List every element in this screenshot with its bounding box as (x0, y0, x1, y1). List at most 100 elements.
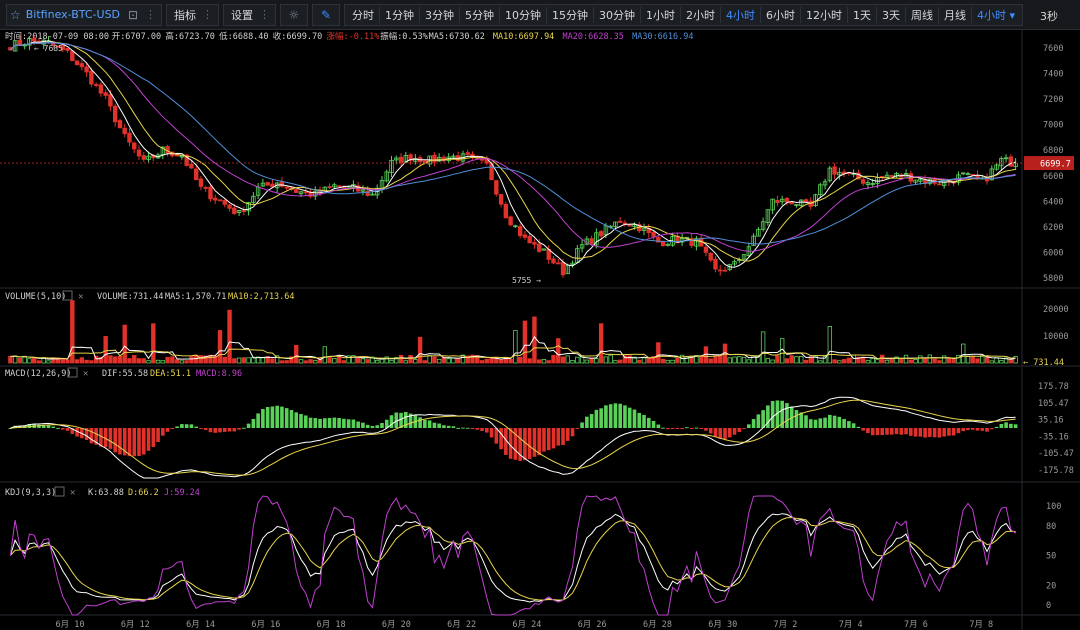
volume-bar (665, 359, 671, 364)
sun-icon[interactable]: ☼ (288, 7, 300, 22)
candle-body (279, 181, 285, 187)
more-dots-icon[interactable]: ⋮ (145, 8, 157, 21)
settings-icon (54, 486, 65, 497)
chart-canvas[interactable]: 时间:2018-07-09 08:00 开:6707.00 高:6723.70 低:6… (0, 30, 1080, 630)
interval-button[interactable]: 1天 (853, 8, 872, 22)
macd-bar (175, 426, 179, 428)
candle-body (179, 155, 185, 158)
interval-button[interactable]: 分时 (352, 8, 375, 22)
volume-bar (8, 356, 13, 364)
macd-bar (727, 428, 732, 438)
interval-button[interactable]: 月线 (944, 8, 967, 22)
macd-bar (813, 419, 818, 428)
volume-bar (537, 359, 542, 364)
macd-bar (570, 428, 575, 437)
macd-bar (41, 424, 46, 428)
candle-body (360, 189, 366, 192)
candle-body (313, 190, 318, 197)
macd-bar (346, 419, 351, 428)
interval-button[interactable]: 15分钟 (552, 8, 589, 22)
macd-bar (146, 428, 151, 451)
interval-button[interactable]: 30分钟 (599, 8, 636, 22)
macd-bar (1004, 422, 1008, 428)
macd-bar (499, 428, 503, 450)
volume-bar (46, 360, 51, 364)
interval-button[interactable]: 4小时 (726, 8, 756, 22)
settings-button[interactable]: 设置 (231, 8, 254, 22)
kdj-k-line (9, 513, 1016, 603)
star-icon[interactable]: ☆ (10, 7, 21, 22)
interval-button[interactable]: 1小时 (646, 8, 676, 22)
macd-bar (270, 406, 275, 428)
more-dots-icon[interactable]: ⋮ (202, 8, 214, 21)
interval-button[interactable]: 5分钟 (465, 8, 495, 22)
x-tick: 6月 10 (56, 620, 85, 630)
volume-bar (613, 360, 618, 364)
macd-bar (108, 428, 113, 449)
macd-bar (442, 425, 446, 428)
separator (680, 6, 682, 23)
interval-button[interactable]: 12小时 (806, 8, 843, 22)
macd-bar (842, 418, 846, 428)
volume-bar (527, 358, 532, 364)
theme-toggle[interactable]: ☼ (280, 3, 309, 26)
macd-bar (361, 422, 365, 428)
fullscreen-icon[interactable]: ⊡ (128, 7, 139, 22)
candle-body (12, 40, 18, 52)
volume-bar (136, 358, 142, 364)
interval-button[interactable]: 2小时 (686, 8, 716, 22)
volume-bar (32, 357, 37, 364)
volume-bar (646, 357, 651, 364)
macd-bar (742, 428, 746, 429)
candle-body (336, 185, 342, 188)
candle-body (246, 202, 251, 212)
macd-bar (913, 428, 918, 437)
pencil-icon[interactable]: ✎ (321, 7, 332, 22)
macd-bar (332, 417, 337, 428)
interval-button[interactable]: 3天 (882, 8, 901, 22)
macd-bar (113, 428, 117, 453)
macd-bar (84, 428, 89, 440)
volume-bar (732, 356, 737, 364)
macd-bar (856, 426, 861, 428)
candle-body (232, 207, 237, 214)
macd-title: MACD(12,26,9) (5, 369, 72, 379)
draw-tool[interactable]: ✎ (312, 3, 341, 26)
volume-bar (303, 360, 308, 364)
candle-body (184, 154, 189, 166)
interval-button[interactable]: 1分钟 (385, 8, 415, 22)
volume-bar (232, 358, 237, 364)
volume-bar (889, 359, 894, 364)
volume-bar (65, 359, 70, 364)
interval-button[interactable]: 3分钟 (425, 8, 455, 22)
refresh-interval[interactable]: 3秒 (1040, 10, 1058, 23)
macd-bar (523, 428, 527, 461)
macd-bar (565, 428, 570, 441)
indicator-button[interactable]: 指标 (174, 8, 197, 22)
separator (459, 6, 461, 23)
candle-body (222, 200, 227, 205)
interval-button[interactable]: 6小时 (766, 8, 796, 22)
macd-bar (737, 428, 742, 432)
separator (876, 6, 878, 23)
close-icon: ✕ (78, 292, 83, 302)
candle-body (408, 154, 413, 161)
symbol-label[interactable]: Bitfinex-BTC-USD (25, 8, 121, 21)
volume-bar (827, 326, 833, 364)
interval-dropdown[interactable]: 4小时 ▾ (977, 8, 1016, 22)
more-dots-icon[interactable]: ⋮ (259, 8, 271, 21)
volume-ma10-line (10, 345, 1016, 360)
volume-ma5: MA5:1,570.71 (165, 292, 226, 302)
price-tick: 6800 (1043, 146, 1063, 156)
macd-bar (484, 428, 489, 433)
volume-bar (951, 358, 956, 364)
macd-bar (527, 428, 532, 460)
interval-button[interactable]: 周线 (911, 8, 934, 22)
symbol-selector[interactable]: ☆ Bitfinex-BTC-USD ⊡ ⋮ (6, 3, 163, 26)
macd-bar (642, 415, 646, 428)
candle-body (251, 195, 256, 203)
volume-bar (394, 357, 399, 364)
volume-bar (74, 359, 80, 364)
macd-bar (294, 412, 299, 428)
interval-button[interactable]: 10分钟 (505, 8, 542, 22)
